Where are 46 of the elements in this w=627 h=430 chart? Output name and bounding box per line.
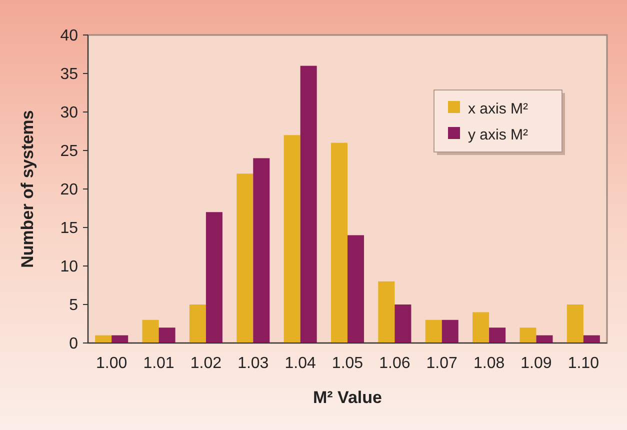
bar	[472, 312, 490, 343]
bar	[95, 335, 112, 343]
bar	[489, 328, 506, 343]
x-tick-label: 1.09	[520, 355, 552, 372]
legend-label: x axis M²	[468, 100, 528, 118]
bar	[536, 335, 553, 343]
bar	[425, 320, 442, 343]
y-axis-title: Number of systems	[18, 110, 37, 268]
bar	[206, 212, 222, 343]
y-tick-label: 15	[60, 220, 78, 238]
bar	[583, 335, 600, 343]
y-tick-label: 25	[60, 143, 78, 160]
x-tick-label: 1.03	[238, 355, 269, 372]
bar	[394, 304, 412, 343]
x-tick-label: 1.05	[332, 355, 364, 372]
bar	[253, 158, 270, 343]
y-tick-label: 40	[60, 28, 78, 45]
bar	[378, 281, 395, 343]
x-tick-label: 1.04	[284, 355, 316, 372]
y-tick-label: 30	[60, 104, 78, 122]
y-tick-label: 5	[69, 297, 78, 314]
bar	[112, 335, 128, 343]
x-axis-title: M² Value	[313, 388, 382, 407]
bar	[348, 235, 364, 343]
bar	[442, 320, 458, 343]
x-tick-label: 1.08	[473, 355, 505, 372]
x-tick-label: 1.10	[568, 355, 600, 372]
x-tick-label: 1.06	[379, 355, 410, 372]
bar	[520, 328, 536, 343]
bar	[189, 304, 206, 343]
bar	[566, 304, 584, 343]
bar	[300, 66, 317, 343]
bar	[330, 142, 348, 343]
bar	[236, 174, 254, 343]
y-tick-label: 0	[69, 336, 78, 353]
legend-label: y axis M²	[468, 126, 528, 144]
bar	[158, 328, 176, 343]
y-tick-label: 10	[60, 258, 78, 276]
y-tick-label: 20	[60, 182, 78, 199]
x-tick-label: 1.01	[143, 355, 174, 372]
bar	[142, 320, 159, 343]
x-tick-label: 1.00	[96, 355, 128, 372]
x-tick-label: 1.07	[426, 355, 458, 372]
bar	[284, 135, 300, 343]
x-tick-label: 1.02	[190, 355, 222, 372]
y-tick-label: 35	[60, 66, 78, 84]
